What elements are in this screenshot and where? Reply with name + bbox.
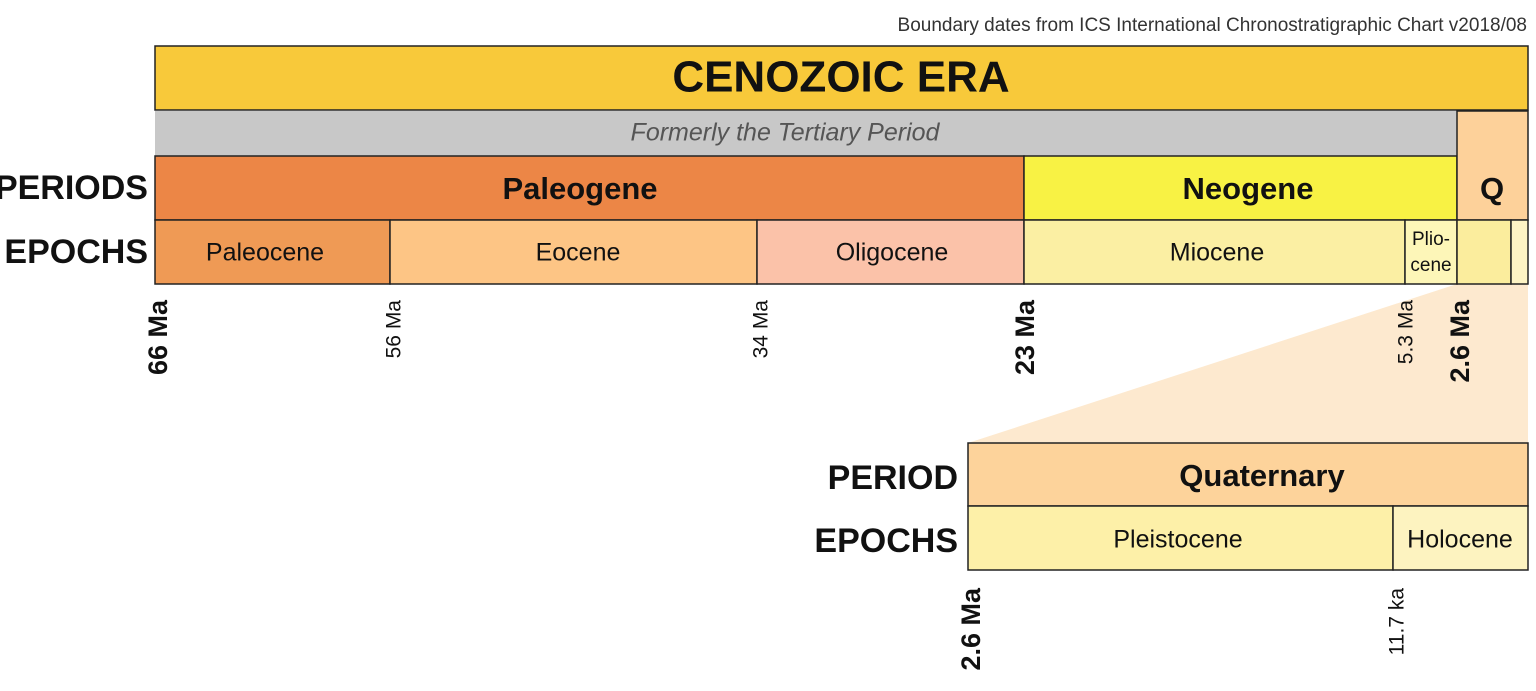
inset-period-cell	[967, 442, 1529, 507]
boundary-label: 5.3 Ma	[1395, 300, 1418, 365]
inset-boundary-label: 2.6 Ma	[956, 587, 986, 671]
epoch-cell	[1023, 219, 1406, 285]
era-bar	[154, 45, 1529, 111]
epoch-label: Eocene	[536, 239, 621, 267]
tertiary-note: Formerly the Tertiary Period	[631, 119, 941, 147]
period-label: Neogene	[1183, 171, 1314, 206]
inset-row-label: PERIOD	[828, 459, 958, 497]
inset-epoch-label: Holocene	[1407, 526, 1513, 554]
epoch-label: Oligocene	[836, 239, 949, 267]
boundary-label: 56 Ma	[383, 300, 406, 359]
boundary-label: 34 Ma	[750, 300, 773, 359]
epoch-cell	[756, 219, 1025, 285]
boundary-label: 66 Ma	[143, 299, 173, 375]
epoch-label: Plio-	[1412, 229, 1450, 250]
inset-epoch-cell	[1392, 505, 1529, 571]
inset-epoch-cell	[967, 505, 1394, 571]
zoom-wedge	[968, 284, 1528, 443]
period-cell	[1023, 155, 1458, 221]
boundary-label: 23 Ma	[1010, 299, 1040, 375]
epoch-label: cene	[1410, 255, 1451, 276]
epoch-label: Miocene	[1170, 239, 1265, 267]
era-label: CENOZOIC ERA	[672, 53, 1009, 102]
inset-row-label: EPOCHS	[814, 522, 958, 560]
period-label: Paleogene	[502, 171, 657, 206]
source-note: Boundary dates from ICS International Ch…	[898, 15, 1527, 36]
inset-period-label: Quaternary	[1179, 458, 1345, 493]
epoch-label: Paleocene	[206, 239, 324, 267]
inset-boundary-label: 11.7 ka	[1386, 588, 1409, 656]
row-label: EPOCHS	[4, 233, 148, 271]
period-cell	[154, 155, 1025, 221]
epoch-cell	[389, 219, 758, 285]
inset-epoch-label: Pleistocene	[1113, 526, 1242, 554]
boundary-label: 2.6 Ma	[1445, 299, 1475, 383]
epoch-cell	[154, 219, 391, 285]
epoch-cell	[1510, 219, 1529, 285]
row-label: PERIODS	[0, 169, 148, 207]
period-label: Q	[1480, 171, 1504, 206]
epoch-cell	[1404, 219, 1458, 285]
tertiary-bar	[155, 111, 1457, 156]
epoch-cell	[1456, 219, 1512, 285]
